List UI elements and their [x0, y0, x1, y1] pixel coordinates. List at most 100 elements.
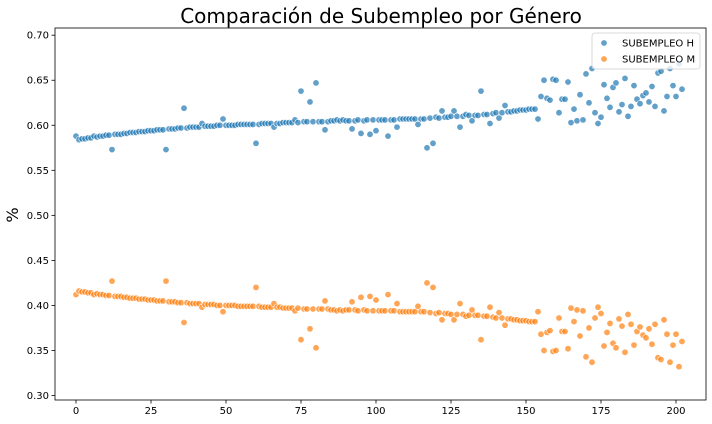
data-point	[105, 291, 113, 299]
data-point	[570, 318, 578, 326]
data-point	[453, 112, 461, 120]
data-point	[420, 115, 428, 123]
data-point	[345, 306, 353, 314]
data-point	[669, 341, 677, 349]
data-point	[612, 344, 620, 352]
data-point	[390, 307, 398, 315]
data-point	[618, 101, 626, 109]
data-point	[672, 330, 680, 338]
data-point	[423, 144, 431, 152]
data-point	[648, 340, 656, 348]
data-point	[552, 346, 560, 354]
data-point	[537, 330, 545, 338]
data-point	[429, 139, 437, 147]
data-point	[570, 105, 578, 113]
data-point	[585, 324, 593, 332]
data-point	[675, 363, 683, 371]
data-point	[312, 79, 320, 87]
data-point	[162, 146, 170, 154]
data-point	[624, 112, 632, 120]
x-tick-label: 100	[366, 406, 385, 417]
data-point	[552, 76, 560, 84]
data-point	[384, 291, 392, 299]
data-point	[561, 95, 569, 103]
data-point	[498, 109, 506, 117]
data-point	[426, 309, 434, 317]
data-point	[294, 119, 302, 127]
data-point	[456, 123, 464, 131]
data-point	[621, 348, 629, 356]
data-point	[357, 129, 365, 137]
data-point	[303, 118, 311, 126]
data-point	[438, 316, 446, 324]
data-point	[369, 307, 377, 315]
data-point	[312, 344, 320, 352]
data-point	[624, 310, 632, 318]
data-point	[588, 358, 596, 366]
data-point	[456, 300, 464, 308]
data-point	[177, 299, 185, 307]
data-point	[627, 102, 635, 110]
legend-label: SUBEMPLEO M	[622, 55, 695, 66]
y-tick-label: 0.65	[27, 76, 49, 87]
data-point	[678, 337, 686, 345]
data-point	[663, 330, 671, 338]
data-point	[297, 336, 305, 344]
y-tick-label: 0.30	[27, 391, 49, 402]
data-point	[603, 328, 611, 336]
plot-frame	[54, 27, 707, 401]
y-tick-label: 0.60	[27, 121, 49, 132]
data-point	[318, 305, 326, 313]
data-point	[564, 78, 572, 86]
data-point	[363, 116, 371, 124]
data-point	[477, 336, 485, 344]
data-point	[249, 120, 257, 128]
data-point	[627, 320, 635, 328]
data-point	[306, 325, 314, 333]
y-tick-label: 0.55	[27, 166, 49, 177]
data-point	[420, 308, 428, 316]
data-point	[600, 342, 608, 350]
data-point	[483, 111, 491, 119]
data-point	[345, 117, 353, 125]
data-point	[306, 98, 314, 106]
data-point	[390, 116, 398, 124]
data-point	[663, 93, 671, 101]
data-point	[219, 308, 227, 316]
data-point	[534, 115, 542, 123]
y-tick-label: 0.35	[27, 346, 49, 357]
y-tick-label: 0.45	[27, 256, 49, 267]
data-point	[108, 277, 116, 285]
series-subempleo-h	[72, 60, 686, 154]
data-point	[423, 279, 431, 287]
data-point	[546, 327, 554, 335]
data-point	[540, 76, 548, 84]
data-point	[630, 341, 638, 349]
data-point	[612, 79, 620, 87]
data-point	[354, 307, 362, 315]
x-tick-label: 50	[220, 406, 233, 417]
data-point	[651, 320, 659, 328]
legend-marker	[600, 39, 608, 47]
data-point	[648, 83, 656, 91]
plot-area: 0 25 50 75 100 125 150 175 200 0.30 0.35 0.40 0.45 0.…	[27, 27, 707, 417]
data-point	[105, 131, 113, 139]
data-point	[642, 334, 650, 342]
data-point	[495, 309, 503, 317]
data-point	[537, 93, 545, 101]
data-point	[159, 297, 167, 305]
data-point	[585, 99, 593, 107]
y-tick-label: 0.40	[27, 301, 49, 312]
data-point	[606, 103, 614, 111]
data-point	[429, 283, 437, 291]
data-point	[555, 314, 563, 322]
data-point	[630, 82, 638, 90]
data-point	[435, 114, 443, 122]
data-point	[555, 109, 563, 117]
data-point	[534, 308, 542, 316]
data-point	[303, 305, 311, 313]
data-point	[591, 109, 599, 117]
data-point	[636, 100, 644, 108]
x-tick-label: 175	[591, 406, 610, 417]
